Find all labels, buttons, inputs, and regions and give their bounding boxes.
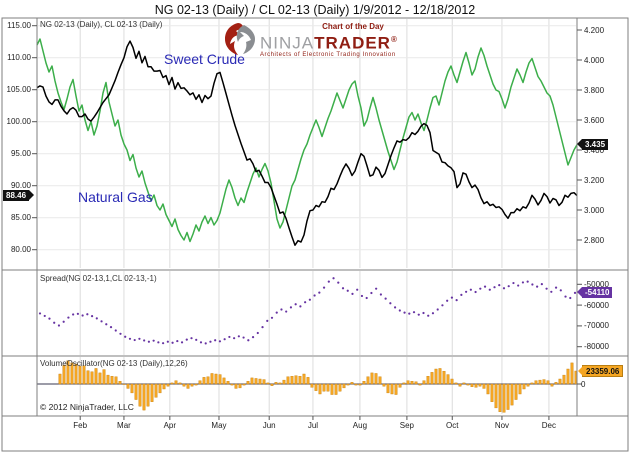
price-right-axis-label: 3.800 <box>584 85 605 95</box>
volume-oscillator-panel-label: VolumeOscillator(NG 02-13 (Daily),12,26) <box>40 359 188 368</box>
natural-gas-annotation: Natural Gas <box>78 189 153 205</box>
price-right-axis-label: 3.400 <box>584 145 605 155</box>
month-axis-label: Nov <box>494 421 510 430</box>
price-right-axis-label: 3.200 <box>584 175 605 185</box>
price-panel-label: NG 02-13 (Daily), CL 02-13 (Daily) <box>40 20 163 29</box>
price-left-axis-label: 85.00 <box>10 213 31 223</box>
month-axis-label: Sep <box>399 421 414 430</box>
brand-tagline: Architects of Electronic Trading Innovat… <box>260 51 396 58</box>
ninjatrader-logo: Chart of the Day NINJATRADER® Architects… <box>224 22 398 59</box>
volume-zero-axis-label: 0 <box>581 380 586 389</box>
price-right-axis-label: 3.000 <box>584 205 605 215</box>
price-left-axis-label: 115.00 <box>7 21 31 31</box>
ninjatrader-swirl-icon <box>225 23 255 55</box>
month-axis-label: Dec <box>541 421 557 430</box>
month-axis-label: Jul <box>307 421 319 430</box>
copyright-text: © 2012 NinjaTrader, LLC <box>40 402 134 412</box>
sweet-crude-annotation: Sweet Crude <box>164 51 245 67</box>
spread-panel-label: Spread(NG 02-13,1,CL 02-13,-1) <box>40 274 157 283</box>
spread-axis-label: -50000 <box>584 279 609 289</box>
crude-last-price-tag: 88.46 <box>3 190 35 201</box>
spread-last-value-tag: -54110 <box>576 287 613 298</box>
price-left-axis-label: 110.00 <box>7 53 31 63</box>
price-right-axis-label: 4.200 <box>584 25 605 35</box>
month-axis-label: Jun <box>262 421 276 430</box>
price-right-axis-label: 3.600 <box>584 115 605 125</box>
brand-name: NINJATRADER® <box>260 33 398 53</box>
spread-axis-label: -60000 <box>584 300 609 310</box>
ninjatrader-wordmark: Chart of the Day NINJATRADER® Architects… <box>260 22 398 59</box>
month-axis-label: Feb <box>73 421 88 430</box>
price-right-axis-label: 2.800 <box>584 235 605 245</box>
price-left-axis-label: 90.00 <box>10 181 31 191</box>
month-axis-label: May <box>211 421 227 430</box>
price-left-axis-label: 95.00 <box>10 149 31 159</box>
gas-last-price-tag: 3.435 <box>576 139 609 150</box>
month-axis-label: Apr <box>163 421 177 430</box>
month-axis-label: Oct <box>446 421 459 430</box>
price-left-axis-label: 100.00 <box>6 117 31 127</box>
month-axis-label: Aug <box>352 421 368 430</box>
chart-of-the-day-label: Chart of the Day <box>322 22 384 31</box>
price-right-axis-label: 4.000 <box>584 55 605 65</box>
price-left-axis-label: 105.00 <box>6 85 31 95</box>
volume-oscillator-last-value-tag: 23359.06 <box>577 365 624 377</box>
spread-axis-label: -70000 <box>584 321 609 331</box>
month-axis-label: Mar <box>117 421 131 430</box>
chart-title: NG 02-13 (Daily) / CL 02-13 (Daily) 1/9/… <box>154 3 476 17</box>
spread-axis-label: -80000 <box>584 342 609 352</box>
price-left-axis-label: 80.00 <box>10 245 31 255</box>
